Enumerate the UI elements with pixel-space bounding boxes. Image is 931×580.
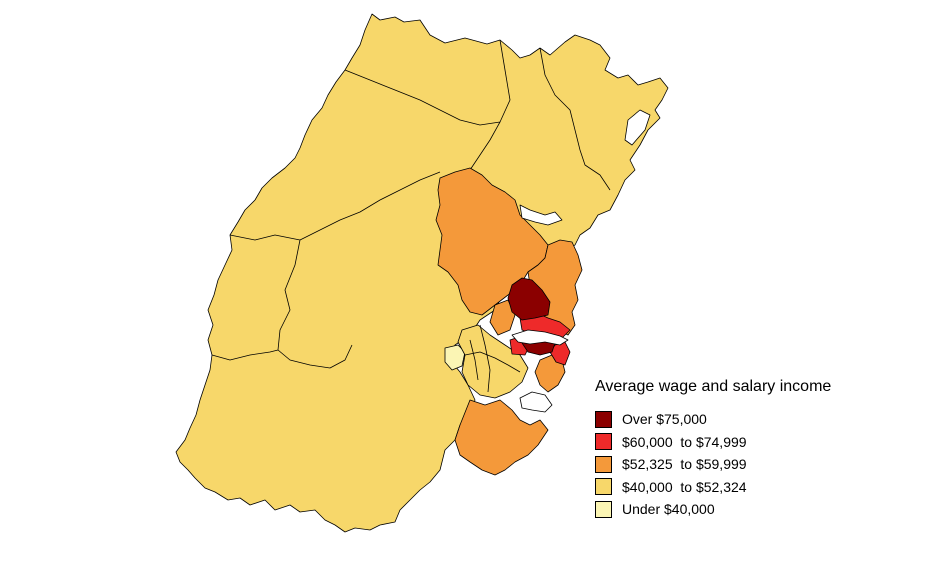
legend-swatch — [595, 478, 612, 496]
legend-title: Average wage and salary income — [595, 378, 832, 395]
region-outer-west — [175, 13, 669, 533]
region-inner-city — [457, 324, 529, 399]
legend-label: $40,000 to $52,324 — [622, 478, 747, 495]
legend-swatch — [595, 433, 612, 451]
legend-swatch — [595, 410, 612, 428]
harbour-water — [511, 329, 569, 346]
legend-swatch — [595, 455, 612, 473]
legend-label: $60,000 to $74,999 — [622, 433, 747, 450]
legend-item: $60,000 to $74,999 — [595, 431, 895, 454]
region-boundaries-west — [211, 39, 611, 369]
legend-label: $52,325 to $59,999 — [622, 456, 747, 473]
legend-item: Over $75,000 — [595, 408, 895, 431]
legend-item: Under $40,000 — [595, 498, 895, 521]
region-orange-inner — [489, 299, 516, 336]
region-orange-south — [454, 399, 549, 476]
legend-label: Under $40,000 — [622, 501, 715, 518]
botany-bay-water — [519, 391, 553, 413]
legend-item: $40,000 to $52,324 — [595, 476, 895, 499]
hawkesbury-river — [519, 204, 563, 226]
region-boundaries-inner — [464, 324, 521, 393]
region-darkred-north — [507, 277, 551, 321]
legend-swatch — [595, 500, 612, 518]
map-legend: Average wage and salary income Over $75,… — [595, 378, 895, 521]
legend-item: $52,325 to $59,999 — [595, 453, 895, 476]
pittwater-water — [624, 109, 651, 146]
legend-label: Over $75,000 — [622, 411, 707, 428]
region-under-40k — [444, 344, 466, 371]
